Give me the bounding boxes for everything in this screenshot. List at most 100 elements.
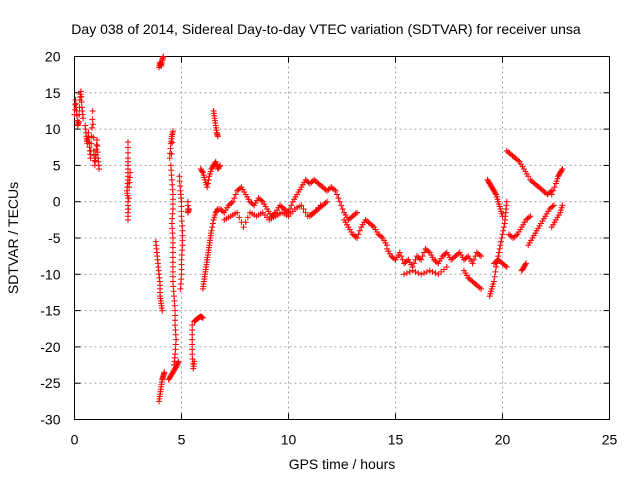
- data-point: [353, 235, 360, 241]
- data-point: [322, 199, 329, 206]
- data-point: [421, 270, 428, 277]
- data-point: [75, 118, 82, 125]
- data-point: [550, 187, 557, 194]
- data-point: [492, 268, 499, 275]
- data-point: [339, 205, 346, 212]
- data-point: [89, 116, 96, 123]
- data-point: [168, 151, 175, 158]
- data-point: [335, 195, 342, 202]
- data-point: [411, 260, 418, 267]
- data-point: [492, 190, 499, 197]
- data-point: [558, 167, 565, 174]
- data-point: [498, 235, 505, 241]
- data-point: [496, 245, 503, 252]
- y-axis-title: SDTVAR / TECUs: [5, 182, 21, 294]
- data-point: [369, 222, 376, 229]
- data-point: [353, 209, 360, 216]
- data-point: [396, 249, 403, 256]
- data-point: [125, 195, 132, 202]
- y-tick-label: 20: [45, 49, 61, 65]
- data-point: [80, 115, 87, 122]
- data-point: [219, 208, 226, 215]
- data-point: [495, 249, 502, 256]
- x-axis-title: GPS time / hours: [289, 456, 396, 472]
- data-point: [498, 238, 505, 245]
- data-points: [71, 53, 566, 405]
- data-point: [478, 285, 485, 292]
- y-tick-label: 0: [53, 194, 61, 210]
- data-point: [216, 163, 223, 170]
- data-point: [258, 197, 265, 204]
- data-point: [185, 205, 192, 212]
- data-point: [525, 214, 532, 221]
- data-point: [300, 205, 307, 212]
- y-tick-label: -25: [40, 375, 60, 391]
- data-point: [406, 268, 413, 275]
- data-point: [409, 267, 416, 274]
- data-point: [551, 184, 558, 191]
- data-point: [169, 128, 176, 135]
- y-tick-label: 10: [45, 121, 61, 137]
- data-point: [94, 149, 101, 156]
- data-point: [500, 224, 507, 231]
- data-point: [476, 251, 483, 258]
- data-point: [209, 224, 216, 231]
- data-point: [401, 271, 408, 278]
- data-point: [125, 139, 131, 146]
- data-point: [88, 124, 95, 131]
- data-point: [125, 149, 131, 156]
- y-tick-label: -15: [40, 303, 60, 319]
- data-point: [96, 166, 103, 173]
- x-tick-label: 5: [178, 432, 186, 448]
- tick-labels: 0 5 10 15 20 25 20 15 10 5 0 -5 -10 -15 -20 -25 -30: [40, 49, 617, 448]
- data-point: [415, 270, 422, 277]
- data-point: [244, 214, 251, 221]
- data-point: [240, 224, 247, 231]
- data-point: [527, 213, 534, 220]
- y-tick-label: -5: [48, 230, 61, 246]
- data-point: [205, 176, 212, 183]
- data-point: [352, 210, 359, 217]
- data-point: [455, 250, 462, 257]
- data-point: [229, 198, 236, 205]
- data-point: [232, 191, 239, 198]
- data-point: [432, 270, 439, 277]
- data-point: [236, 214, 243, 221]
- data-point: [391, 255, 398, 262]
- data-point: [234, 209, 241, 216]
- data-point: [171, 362, 178, 369]
- data-point: [90, 134, 97, 141]
- data-point: [525, 173, 532, 180]
- data-point: [88, 140, 95, 147]
- data-point: [93, 136, 100, 143]
- data-point: [356, 227, 363, 234]
- y-tick-label: 5: [53, 157, 61, 173]
- data-point: [125, 216, 131, 223]
- data-point: [433, 259, 440, 266]
- data-point: [249, 201, 256, 208]
- data-point: [159, 307, 166, 314]
- data-point: [177, 285, 184, 292]
- data-point: [161, 369, 168, 376]
- x-tick-label: 25: [602, 432, 618, 448]
- data-point: [338, 202, 345, 209]
- data-point: [204, 180, 211, 187]
- data-point: [513, 232, 520, 239]
- data-point: [490, 278, 497, 285]
- data-point: [425, 248, 432, 255]
- data-point: [463, 254, 470, 261]
- data-point: [125, 144, 131, 151]
- data-point: [331, 186, 338, 193]
- data-point: [208, 227, 215, 234]
- data-point: [231, 195, 238, 202]
- data-point: [443, 264, 450, 271]
- data-point: [212, 159, 219, 166]
- y-tick-label: 15: [45, 85, 61, 101]
- data-point: [548, 191, 555, 198]
- data-point: [469, 260, 476, 267]
- data-point: [550, 202, 557, 209]
- data-point: [559, 202, 566, 209]
- data-point: [418, 271, 425, 278]
- data-point: [423, 268, 430, 275]
- data-point: [478, 253, 485, 260]
